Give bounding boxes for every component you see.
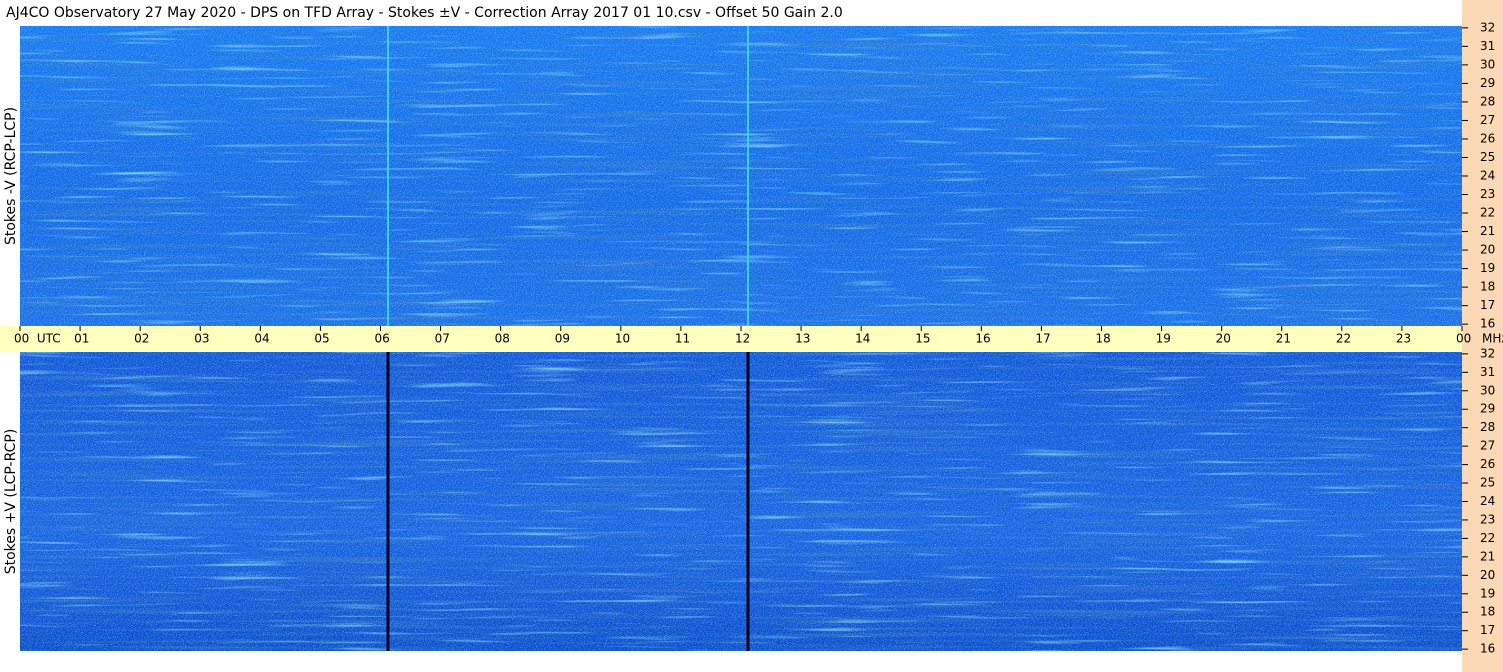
x-tick-label: 08 [495,332,510,346]
x-tick-label: 00 [1456,332,1471,346]
x-tick-label: 02 [134,332,149,346]
x-tick-label: 13 [795,332,810,346]
y-tick-label: 21 [1480,549,1495,563]
x-tick-label: 19 [1156,332,1171,346]
x-tick-label: 22 [1336,332,1351,346]
y-axis-label: Stokes -V (RCP-LCP) [3,107,19,245]
x-tick-label: 01 [74,332,89,346]
noise [20,352,1462,651]
y-tick-label: 24 [1480,494,1495,508]
x-tick-label: 00 UTC [14,332,61,346]
x-tick-label: 05 [314,332,329,346]
y-tick-label: 31 [1480,365,1495,379]
axis-band [1462,0,1503,672]
y-tick-label: 27 [1480,439,1495,453]
x-tick-label: 17 [1035,332,1050,346]
x-tick-label: 09 [555,332,570,346]
y-tick-label: 23 [1480,512,1495,526]
y-tick-label: 28 [1480,420,1495,434]
y-tick-label: 25 [1480,150,1495,164]
y-tick-label: 32 [1480,20,1495,34]
y-tick-label: 22 [1480,206,1495,220]
y-unit: MHz [1482,332,1503,346]
time-strip [0,326,1462,352]
y-tick-label: 30 [1480,383,1495,397]
y-tick-label: 20 [1480,568,1495,582]
x-tick-label: 14 [855,332,870,346]
y-tick-label: 32 [1480,346,1495,360]
x-tick-label: 21 [1276,332,1291,346]
y-tick-label: 24 [1480,169,1495,183]
y-tick-label: 30 [1480,57,1495,71]
x-tick-label: 06 [375,332,390,346]
y-tick-label: 20 [1480,243,1495,257]
y-tick-label: 18 [1480,280,1495,294]
y-tick-label: 16 [1480,642,1495,656]
y-tick-label: 27 [1480,113,1495,127]
x-tick-label: 23 [1396,332,1411,346]
x-tick-label: 12 [735,332,750,346]
y-tick-label: 25 [1480,476,1495,490]
y-tick-label: 18 [1480,605,1495,619]
x-tick-label: 18 [1096,332,1111,346]
y-tick-label: 26 [1480,457,1495,471]
y-tick-label: 29 [1480,76,1495,90]
x-tick-label: 03 [194,332,209,346]
y-tick-label: 31 [1480,39,1495,53]
y-tick-label: 28 [1480,94,1495,108]
y-tick-label: 21 [1480,224,1495,238]
y-tick-label: 23 [1480,187,1495,201]
x-tick-label: 07 [435,332,450,346]
x-tick-label: 11 [675,332,690,346]
y-tick-label: 26 [1480,131,1495,145]
y-axis-label: Stokes +V (LCP-RCP) [3,429,19,575]
y-tick-label: 17 [1480,298,1495,312]
y-tick-label: 29 [1480,402,1495,416]
y-tick-label: 19 [1480,261,1495,275]
y-tick-label: 17 [1480,623,1495,637]
x-tick-label: 20 [1216,332,1231,346]
x-tick-label: 16 [975,332,990,346]
x-tick-label: 15 [915,332,930,346]
x-tick-label: 04 [254,332,269,346]
noise [20,26,1462,326]
y-tick-label: 19 [1480,586,1495,600]
y-tick-label: 22 [1480,531,1495,545]
x-tick-label: 10 [615,332,630,346]
chart-title: AJ4CO Observatory 27 May 2020 - DPS on T… [6,5,843,21]
y-tick-label: 16 [1480,317,1495,331]
